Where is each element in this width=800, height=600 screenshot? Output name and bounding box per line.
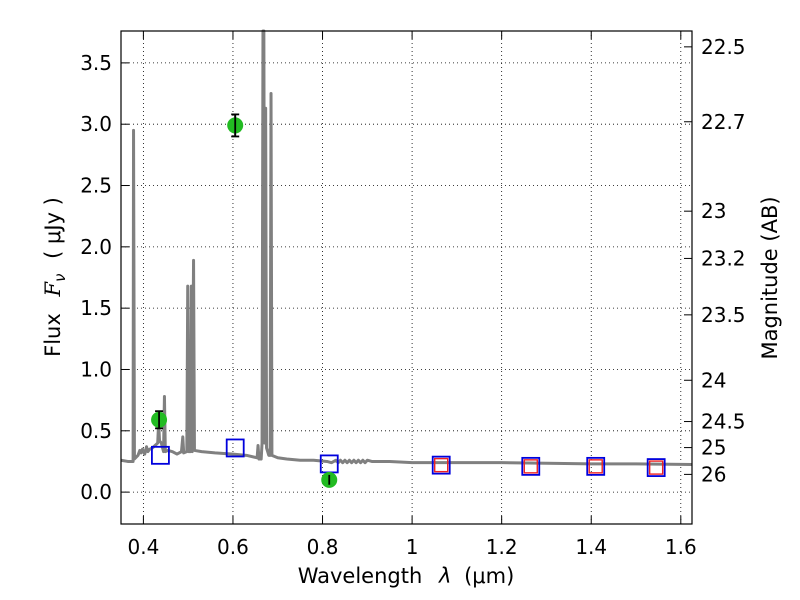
y-tick-label: 0.0 <box>80 480 112 504</box>
blue-square-marker <box>151 445 170 465</box>
y-axis-title-text: Flux <box>41 313 65 357</box>
magnitude-tick-label: 22.5 <box>701 35 746 59</box>
x-tick-label: 1 <box>406 535 419 559</box>
y-ticks: 0.0 0.5 1.0 1.5 2.0 2.5 3.0 3.5 <box>80 51 129 504</box>
magnitude-tick-label: 23.5 <box>701 303 746 327</box>
x-tick-label: 0.8 <box>307 535 339 559</box>
magnitude-tick-label: 23 <box>701 199 726 223</box>
y-axis-title: Flux Fν ( μJy ) <box>41 197 70 357</box>
magnitude-tick-label: 26 <box>701 462 726 486</box>
y-tick-label: 0.5 <box>80 419 112 443</box>
magnitude-tick-label: 25 <box>701 436 726 460</box>
red-square-marker <box>588 459 603 474</box>
x-tick-label: 0.4 <box>127 535 159 559</box>
red-square-marker <box>648 460 664 475</box>
y-tick-label: 2.5 <box>80 174 112 198</box>
magnitude-tick-label: 24 <box>701 368 726 392</box>
x-tick-label: 1.2 <box>486 535 518 559</box>
magnitude-axis-title: Magnitude (AB) <box>758 196 782 359</box>
x-tick-label: 1.4 <box>575 535 607 559</box>
grid-lines <box>121 31 692 524</box>
blue-square-marker <box>225 438 245 458</box>
x-axis-lambda: λ <box>438 564 451 588</box>
plot-frame <box>120 30 693 525</box>
blue-square-marker <box>646 458 666 477</box>
y-axis-subscript: ν <box>51 274 69 282</box>
x-tick-label: 0.6 <box>217 535 249 559</box>
x-axis-title-text: Wavelength <box>298 564 423 588</box>
red-square-marker <box>523 459 538 474</box>
blue-square-marker <box>319 454 339 474</box>
magnitude-tick-label: 24.5 <box>701 410 746 434</box>
y-tick-label: 2.0 <box>80 235 112 259</box>
magnitude-tick-label: 22.7 <box>701 110 746 134</box>
x-axis-unit: (μm) <box>464 564 514 588</box>
y-tick-label: 3.5 <box>80 51 112 75</box>
spectrum-line <box>120 29 693 467</box>
y-axis-unit: ( μJy ) <box>41 197 65 259</box>
x-tick-label: 1.6 <box>665 535 697 559</box>
blue-square-marker <box>431 455 451 475</box>
blue-square-marker <box>586 456 606 476</box>
blue-square-marker <box>521 456 541 476</box>
magnitude-tick-label: 23.2 <box>701 246 746 270</box>
plot-series <box>120 29 693 488</box>
y-tick-label: 3.0 <box>80 112 112 136</box>
y-axis-symbol: F <box>41 281 65 298</box>
x-axis-title: Wavelength λ (μm) <box>298 564 515 588</box>
y-tick-label: 1.5 <box>80 296 112 320</box>
x-ticks: 0.4 0.6 0.8 1 1.2 1.4 1.6 <box>127 31 697 559</box>
y-tick-label: 1.0 <box>80 357 112 381</box>
red-square-marker <box>434 457 449 473</box>
